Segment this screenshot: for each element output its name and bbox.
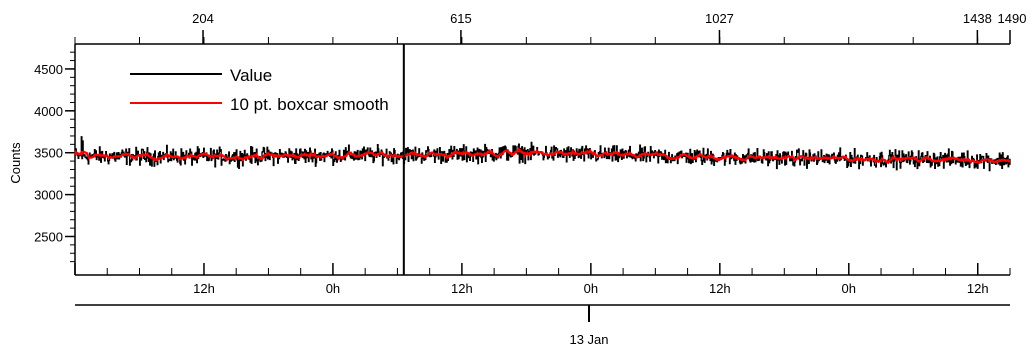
top-tick-label: 1027 xyxy=(705,11,734,26)
x-tick-label: 0h xyxy=(584,281,598,296)
top-tick-label: 1438 xyxy=(963,11,992,26)
date-label: 13 Jan xyxy=(569,332,608,347)
x-tick-label: 12h xyxy=(967,281,989,296)
x-tick-label: 12h xyxy=(193,281,215,296)
y-tick-label: 4500 xyxy=(34,62,63,77)
x-tick-label: 12h xyxy=(451,281,473,296)
legend-label-smooth: 10 pt. boxcar smooth xyxy=(230,95,389,114)
x-tick-label: 12h xyxy=(709,281,731,296)
y-axis-label: Counts xyxy=(8,142,23,184)
x-axis: 12h 0h 12h 0h 12h 0h 12h xyxy=(74,263,1011,322)
legend-label-value: Value xyxy=(230,66,272,85)
top-axis: 204 615 1027 1438 1490 xyxy=(74,11,1027,45)
y-tick-label: 2500 xyxy=(34,229,63,244)
top-tick-label: 204 xyxy=(192,11,214,26)
series-value-line xyxy=(74,136,1011,172)
y-axis: 2500 3000 3500 4000 4500 xyxy=(34,44,76,275)
y-tick-label: 3500 xyxy=(34,146,63,161)
top-end-label: 1490 xyxy=(998,11,1027,26)
plot-area xyxy=(73,44,1011,275)
legend: Value 10 pt. boxcar smooth xyxy=(130,66,389,114)
series-smooth-line xyxy=(73,147,1011,165)
top-tick-label: 615 xyxy=(450,11,472,26)
x-tick-label: 0h xyxy=(326,281,340,296)
x-tick-label: 0h xyxy=(842,281,856,296)
y-tick-label: 3000 xyxy=(34,188,63,203)
y-tick-label: 4000 xyxy=(34,104,63,119)
